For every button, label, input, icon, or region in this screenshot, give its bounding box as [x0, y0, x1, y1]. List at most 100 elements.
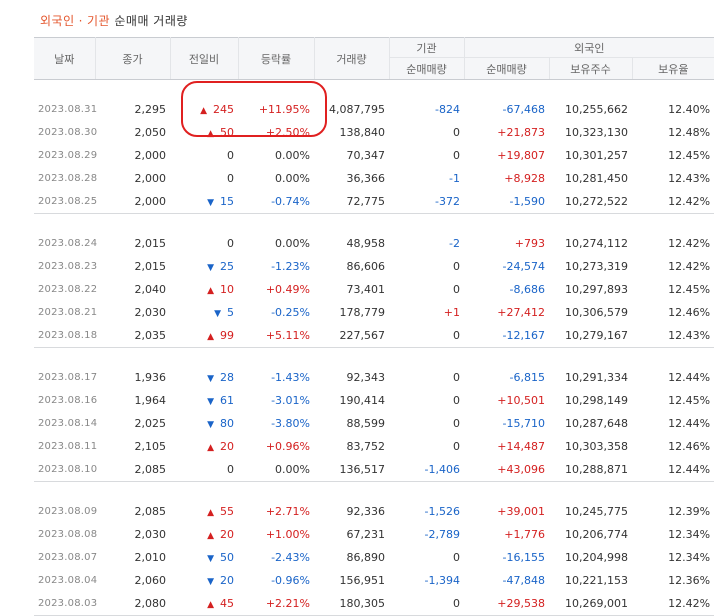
- cell-date: 2023.08.10: [38, 464, 98, 475]
- down-arrow-icon: ▼: [214, 309, 221, 319]
- cell-date: 2023.08.08: [38, 529, 98, 540]
- cell-foreign-hold: 10,301,257: [565, 149, 628, 162]
- cell-foreign-ratio: 12.45%: [668, 149, 711, 162]
- group-spacer: [34, 348, 714, 367]
- cell-date: 2023.08.22: [38, 284, 98, 295]
- cell-institution-net: -372: [435, 195, 460, 208]
- cell-close: 2,040: [134, 283, 167, 296]
- cell-foreign-ratio: 12.44%: [668, 417, 711, 430]
- trading-table: 날짜 종가 전일비 등락률 거래량 기관 외국인 순매매량 순매매량 보유주수 …: [34, 37, 715, 616]
- cell-foreign-net: -12,167: [502, 329, 545, 342]
- cell-foreign-net: +29,538: [497, 597, 545, 610]
- cell-volume: 73,401: [346, 283, 386, 296]
- cell-foreign-ratio: 12.42%: [668, 260, 711, 273]
- cell-rate: 0.00%: [275, 149, 310, 162]
- table-row: 2023.08.30 2,050 ▲ 50 +2.50% 138,840 0 +21,873 1…: [34, 121, 714, 144]
- cell-institution-net: 0: [453, 283, 460, 296]
- header-institution-group: 기관: [389, 37, 465, 58]
- cell-rate: -0.25%: [271, 306, 310, 319]
- table-row: 2023.08.22 2,040 ▲ 10 +0.49% 73,401 0 -8,686 10,…: [34, 278, 714, 301]
- cell-rate: +1.00%: [265, 528, 310, 541]
- cell-rate: 0.00%: [275, 463, 310, 476]
- separator-cell: [34, 213, 715, 214]
- group-spacer: [34, 214, 714, 233]
- group-separator: [34, 481, 715, 482]
- cell-foreign-hold: 10,298,149: [565, 394, 628, 407]
- cell-volume: 178,779: [339, 306, 386, 319]
- table-row: 2023.08.23 2,015 ▼ 25 -1.23% 86,606 0 -24,574 10…: [34, 255, 714, 278]
- cell-institution-net: -1: [449, 172, 460, 185]
- cell-change: ▼ 80: [170, 412, 238, 435]
- cell-date: 2023.08.30: [38, 127, 98, 138]
- cell-foreign-hold: 10,272,522: [565, 195, 628, 208]
- page-title: 외국인 · 기관 순매매 거래량: [40, 12, 188, 29]
- cell-foreign-ratio: 12.45%: [668, 394, 711, 407]
- cell-foreign-ratio: 12.42%: [668, 597, 711, 610]
- cell-foreign-net: +21,873: [497, 126, 545, 139]
- cell-date: 2023.08.31: [38, 104, 98, 115]
- cell-foreign-hold: 10,323,130: [565, 126, 628, 139]
- spacer-cell: [34, 348, 714, 367]
- cell-rate: +0.49%: [265, 283, 310, 296]
- change-value: 80: [220, 417, 234, 430]
- cell-foreign-hold: 10,255,662: [565, 103, 628, 116]
- cell-institution-net: 0: [453, 551, 460, 564]
- cell-rate: +2.50%: [265, 126, 310, 139]
- group-spacer: [34, 80, 714, 99]
- cell-date: 2023.08.28: [38, 173, 98, 184]
- cell-foreign-net: -67,468: [502, 103, 545, 116]
- change-value: 20: [220, 528, 234, 541]
- cell-volume: 83,752: [346, 440, 386, 453]
- cell-close: 2,085: [134, 463, 167, 476]
- up-arrow-icon: ▲: [207, 332, 214, 342]
- cell-change: ▲ 20: [170, 435, 238, 458]
- cell-foreign-ratio: 12.46%: [668, 440, 711, 453]
- header-close: 종가: [95, 37, 171, 80]
- table-row: 2023.08.28 2,000 0 0.00% 36,366 -1 +8,928 10,28…: [34, 167, 714, 190]
- cell-close: 2,000: [134, 149, 167, 162]
- cell-foreign-net: +1,776: [504, 528, 545, 541]
- cell-change: ▼ 15: [170, 190, 238, 213]
- cell-foreign-ratio: 12.43%: [668, 329, 711, 342]
- cell-close: 2,050: [134, 126, 167, 139]
- cell-rate: +0.96%: [265, 440, 310, 453]
- cell-change: ▼ 5: [170, 301, 238, 324]
- header-rate: 등락률: [238, 37, 315, 80]
- change-value: 0: [227, 463, 234, 476]
- table-row: 2023.08.07 2,010 ▼ 50 -2.43% 86,890 0 -16,155 10…: [34, 546, 714, 569]
- cell-institution-net: -1,406: [424, 463, 460, 476]
- spacer-cell: [34, 80, 714, 99]
- cell-close: 1,964: [134, 394, 167, 407]
- cell-change: ▼ 28: [170, 366, 238, 389]
- cell-foreign-net: +793: [514, 237, 545, 250]
- cell-volume: 92,336: [346, 505, 386, 518]
- cell-foreign-hold: 10,269,001: [565, 597, 628, 610]
- cell-volume: 36,366: [346, 172, 386, 185]
- cell-foreign-net: -16,155: [502, 551, 545, 564]
- cell-foreign-net: +39,001: [497, 505, 545, 518]
- cell-close: 2,085: [134, 505, 167, 518]
- cell-close: 2,015: [134, 237, 167, 250]
- up-arrow-icon: ▲: [207, 129, 214, 139]
- cell-close: 2,000: [134, 195, 167, 208]
- cell-institution-net: 0: [453, 417, 460, 430]
- cell-change: ▲ 55: [170, 500, 238, 523]
- cell-close: 2,030: [134, 306, 167, 319]
- change-value: 25: [220, 260, 234, 273]
- cell-foreign-net: +27,412: [497, 306, 545, 319]
- up-arrow-icon: ▲: [207, 600, 214, 610]
- down-arrow-icon: ▼: [207, 397, 214, 407]
- table-row: 2023.08.24 2,015 0 0.00% 48,958 -2 +793 10,274,…: [34, 232, 714, 255]
- cell-foreign-hold: 10,204,998: [565, 551, 628, 564]
- cell-institution-net: -824: [435, 103, 460, 116]
- cell-foreign-ratio: 12.39%: [668, 505, 711, 518]
- cell-foreign-hold: 10,288,871: [565, 463, 628, 476]
- cell-date: 2023.08.17: [38, 372, 98, 383]
- down-arrow-icon: ▼: [207, 420, 214, 430]
- cell-foreign-ratio: 12.36%: [668, 574, 711, 587]
- change-value: 20: [220, 574, 234, 587]
- cell-change: ▲ 10: [170, 278, 238, 301]
- cell-foreign-ratio: 12.44%: [668, 463, 711, 476]
- group-separator: [34, 615, 715, 616]
- cell-change: ▼ 20: [170, 569, 238, 592]
